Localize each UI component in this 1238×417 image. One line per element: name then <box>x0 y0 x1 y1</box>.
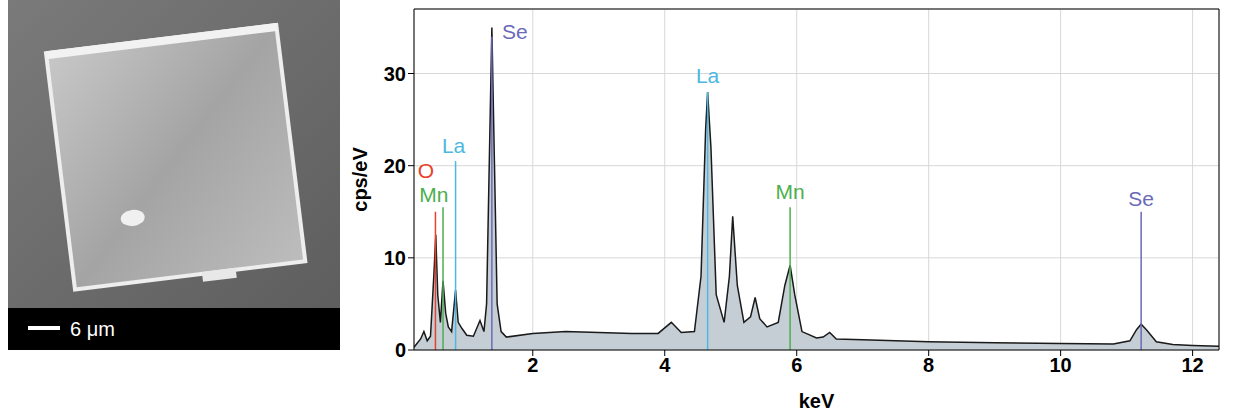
svg-text:Mn: Mn <box>776 180 805 203</box>
svg-text:Mn: Mn <box>419 183 448 206</box>
svg-text:4: 4 <box>659 354 671 376</box>
svg-text:8: 8 <box>923 354 934 376</box>
svg-text:20: 20 <box>384 155 406 177</box>
svg-text:6: 6 <box>791 354 802 376</box>
svg-text:12: 12 <box>1181 354 1203 376</box>
svg-text:2: 2 <box>527 354 538 376</box>
svg-text:0: 0 <box>395 339 406 361</box>
svg-text:cps/eV: cps/eV <box>349 147 371 212</box>
svg-text:6 μm: 6 μm <box>70 318 115 340</box>
svg-text:Se: Se <box>502 20 528 43</box>
svg-text:10: 10 <box>384 247 406 269</box>
svg-text:O: O <box>418 159 434 182</box>
svg-text:keV: keV <box>799 390 835 412</box>
svg-text:30: 30 <box>384 63 406 85</box>
svg-text:Se: Se <box>1128 187 1154 210</box>
svg-text:La: La <box>442 134 466 157</box>
svg-text:10: 10 <box>1050 354 1072 376</box>
svg-text:La: La <box>696 64 720 87</box>
